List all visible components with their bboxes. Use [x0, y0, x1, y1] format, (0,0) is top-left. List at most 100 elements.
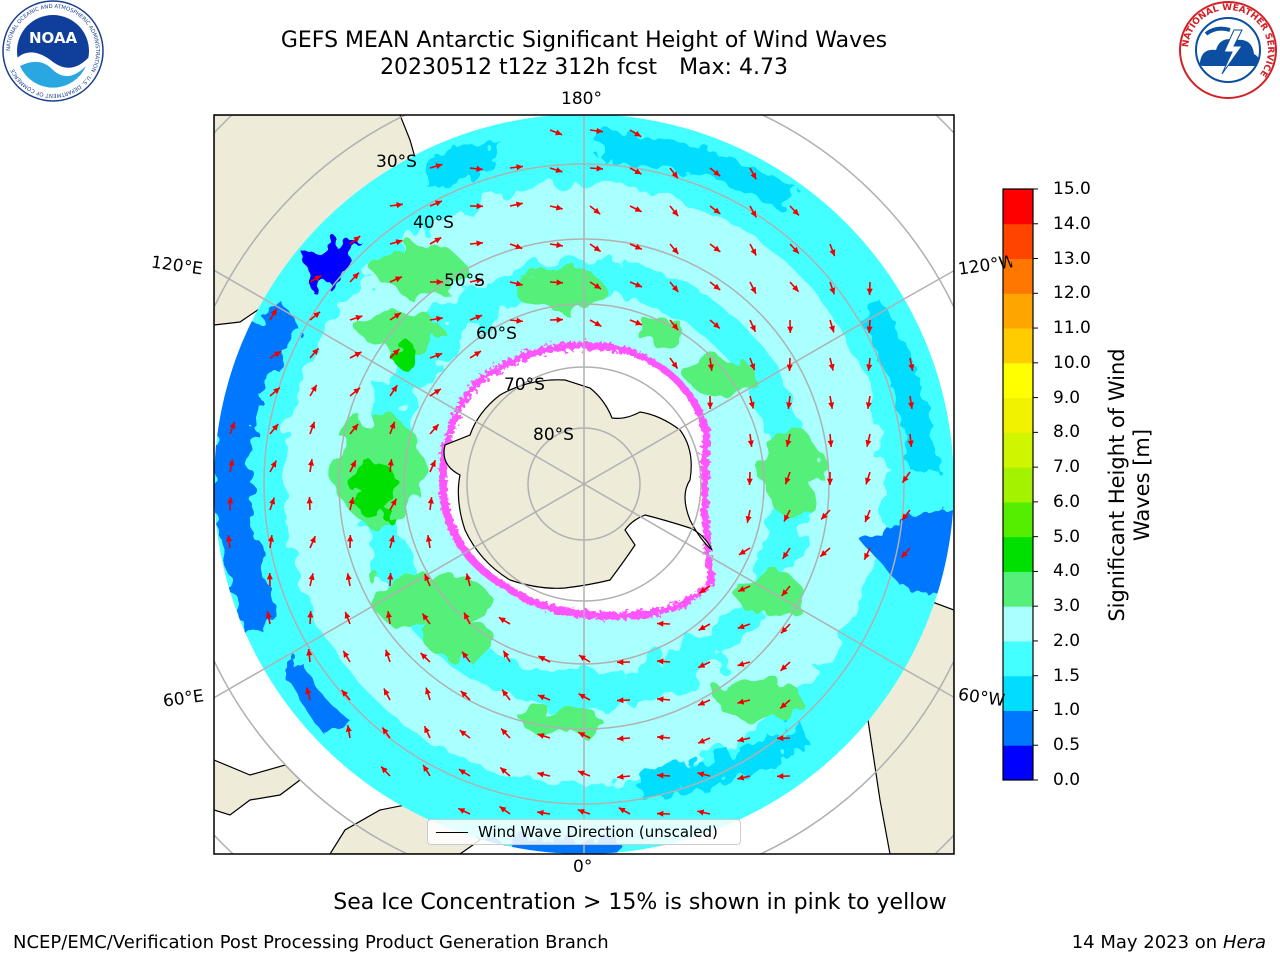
colorbar-tick-label: 5.0: [1053, 526, 1081, 547]
wave-direction-arrowhead: [634, 130, 642, 137]
wave-direction-arrowhead: [537, 694, 545, 701]
wave-direction-arrowhead: [713, 207, 721, 214]
wave-direction-arrowhead: [617, 735, 624, 742]
wave-direction-arrowhead: [828, 402, 835, 409]
wave-direction-arrowhead: [792, 208, 799, 216]
wave-direction-arrowhead: [537, 771, 545, 778]
sea-ice-note: Sea Ice Concentration > 15% is shown in …: [333, 890, 947, 915]
wave-direction-arrowhead: [594, 320, 602, 327]
wave-direction-arrowhead: [593, 207, 601, 215]
wave-direction-arrowhead: [475, 314, 483, 321]
wave-direction-arrowhead: [389, 421, 396, 429]
wave-direction-arrowhead: [555, 204, 563, 211]
colorbar-segment: [1003, 258, 1033, 294]
wave-direction-arrowhead: [354, 351, 362, 358]
wave-direction-arrowhead: [596, 165, 603, 172]
wave-direction-arrowhead: [713, 322, 720, 329]
wave-direction-arrowhead: [737, 623, 745, 630]
colorbar-tick-label: 2.0: [1053, 630, 1081, 651]
wave-direction-arrowhead: [750, 172, 757, 180]
wave-direction-arrowhead: [671, 171, 678, 179]
wave-direction-arrowhead: [458, 769, 466, 776]
colorbar-tick-label: 14.0: [1053, 213, 1091, 234]
forecast-run: 20230512 t12z 312h fcst: [380, 55, 658, 80]
wave-direction-arrowhead: [777, 735, 784, 742]
wave-direction-arrowhead: [556, 279, 563, 286]
wave-direction-arrowhead: [269, 497, 276, 505]
wave-direction-arrowhead: [737, 774, 745, 781]
wave-direction-arrowhead: [698, 699, 706, 706]
wave-direction-arrowhead: [577, 808, 585, 815]
wave-direction-arrowhead: [385, 611, 392, 618]
colorbar-segment: [1003, 189, 1033, 225]
wave-direction-arrowhead: [828, 363, 835, 371]
colorbar-tick-label: 12.0: [1053, 283, 1091, 304]
noaa-logo: NOAA NATIONAL OCEANIC AND ATMOSPHERIC AD…: [2, 0, 104, 102]
wave-direction-arrowhead: [265, 611, 272, 618]
wave-direction-arrowhead: [425, 687, 431, 695]
lat-label-50S: 50°S: [444, 271, 485, 291]
wave-direction-arrowhead: [866, 288, 873, 295]
wave-direction-arrowhead: [782, 551, 789, 559]
wave-direction-arrowhead: [420, 653, 428, 660]
colorbar: [1003, 188, 1038, 781]
lat-label-80S: 80°S: [533, 425, 574, 445]
wave-direction-arrowhead: [657, 658, 664, 665]
wave-direction-arrowhead: [865, 439, 872, 447]
colorbar-tick-label: 4.0: [1053, 561, 1081, 582]
colorbar-tick-label: 6.0: [1053, 491, 1081, 512]
wave-direction-arrowhead: [634, 206, 642, 212]
wave-direction-arrowhead: [671, 323, 679, 331]
wave-direction-arrowhead: [434, 237, 442, 244]
footer-date: 14 May 2023 on Hera: [1072, 932, 1266, 953]
wave-direction-arrowhead: [617, 773, 624, 780]
wave-direction-arrowhead: [787, 326, 794, 333]
wave-direction-arrowhead: [306, 649, 313, 656]
wave-direction-arrowhead: [387, 459, 394, 466]
wave-direction-arrowhead: [436, 315, 443, 322]
wave-direction-arrowhead: [707, 402, 714, 409]
colorbar-tick-label: 3.0: [1053, 596, 1081, 617]
lat-label-40S: 40°S: [413, 213, 454, 233]
wave-direction-arrowhead: [436, 278, 443, 286]
chart-title: GEFS MEAN Antarctic Significant Height o…: [280, 28, 888, 53]
colorbar-segment: [1003, 223, 1033, 260]
wave-direction-arrowhead: [476, 203, 483, 210]
wave-direction-arrowhead: [864, 515, 871, 523]
wave-direction-arrowhead: [820, 550, 828, 557]
wave-direction-arrowhead: [784, 514, 790, 522]
wave-direction-arrowhead: [707, 364, 714, 371]
lat-label-70S: 70°S: [504, 375, 545, 395]
colorbar-segment: [1003, 397, 1033, 433]
wave-direction-arrowhead: [515, 280, 523, 287]
wave-direction-arrowhead: [228, 459, 235, 467]
wave-direction-arrowhead: [577, 770, 585, 777]
wave-direction-arrowhead: [792, 246, 799, 254]
colorbar-segment: [1003, 328, 1033, 364]
wave-direction-arrowhead: [475, 277, 483, 284]
wave-direction-arrowhead: [699, 587, 707, 594]
wave-direction-arrowhead: [555, 167, 563, 173]
wave-direction-arrowhead: [355, 315, 363, 321]
wave-direction-arrowhead: [474, 351, 481, 357]
wave-direction-arrowhead: [388, 535, 395, 543]
colorbar-segment: [1003, 362, 1033, 399]
wave-direction-arrowhead: [865, 402, 872, 409]
wave-direction-arrowhead: [310, 384, 317, 392]
wave-direction-arrowhead: [780, 626, 788, 634]
wave-direction-arrowhead: [381, 766, 388, 774]
wave-direction-arrowhead: [353, 236, 361, 243]
wave-direction-arrowhead: [593, 245, 601, 252]
footer-date-text: 14 May 2023 on: [1071, 932, 1218, 953]
wave-direction-arrowhead: [781, 589, 789, 597]
wave-direction-arrowhead: [266, 573, 273, 580]
wave-direction-arrowhead: [464, 612, 470, 620]
wave-direction-arrowhead: [427, 497, 434, 504]
wave-direction-arrowhead: [749, 363, 756, 371]
wave-direction-arrowhead: [313, 311, 321, 319]
wave-direction-arrowhead: [780, 702, 787, 709]
wave-direction-arrowhead: [780, 664, 788, 671]
wave-direction-arrowhead: [459, 730, 467, 737]
lon-label-0: 0°: [573, 857, 593, 877]
wave-direction-arrowhead: [271, 423, 279, 431]
